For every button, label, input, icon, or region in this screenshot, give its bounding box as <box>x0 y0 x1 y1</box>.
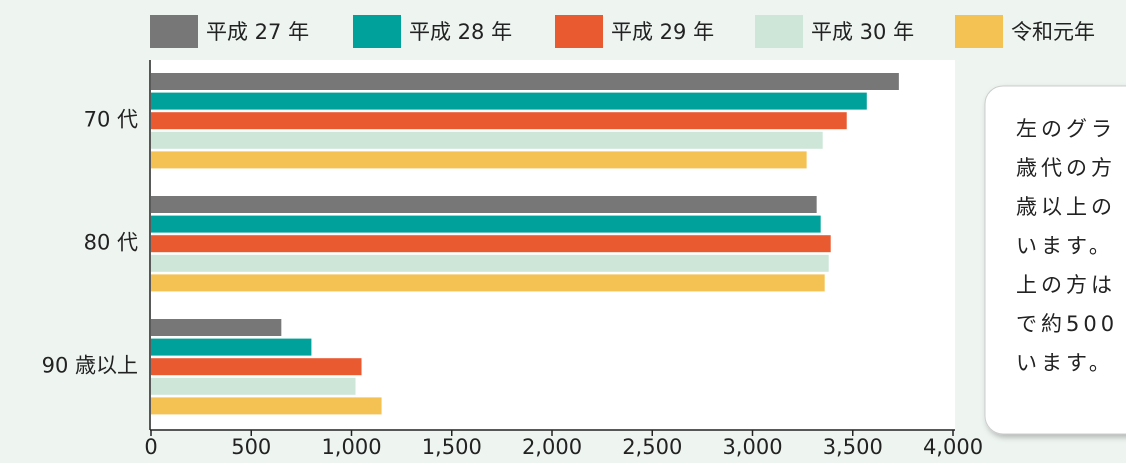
bar <box>151 131 823 149</box>
x-tick-label: 2,000 <box>522 435 582 459</box>
legend-swatch <box>555 15 603 48</box>
y-tick-label: 80 代 <box>84 231 138 255</box>
note-line: います。 <box>1016 234 1114 258</box>
bar <box>151 112 847 130</box>
legend-label: 平成 29 年 <box>611 20 714 44</box>
note-line: 上の方は <box>1016 273 1116 297</box>
y-tick-label: 90 歳以上 <box>42 354 138 378</box>
bar <box>151 319 282 336</box>
x-tick-label: 3,000 <box>722 435 782 459</box>
bar <box>151 215 821 233</box>
legend-swatch <box>353 15 401 48</box>
note-line: 左のグラ <box>1016 117 1116 141</box>
legend-swatch <box>150 15 198 48</box>
x-tick-label: 3,500 <box>823 435 883 459</box>
y-tick-label: 70 代 <box>84 108 138 132</box>
bar <box>151 397 382 415</box>
x-tick-label: 1,500 <box>422 435 482 459</box>
bar <box>151 73 899 90</box>
bar <box>151 254 829 272</box>
legend-label: 平成 30 年 <box>811 20 914 44</box>
note-line: 歳代の方 <box>1016 156 1116 180</box>
x-tick-label: 500 <box>231 435 271 459</box>
bar <box>151 274 825 292</box>
legend-swatch <box>955 15 1003 48</box>
note-box <box>984 85 1126 435</box>
note-line: います。 <box>1016 351 1114 375</box>
note-line: 歳以上の <box>1016 195 1116 219</box>
legend-label: 平成 27 年 <box>206 20 309 44</box>
legend-label: 平成 28 年 <box>409 20 512 44</box>
bar <box>151 196 817 213</box>
bar <box>151 151 807 169</box>
bar <box>151 377 356 395</box>
note-line: で約500 <box>1016 312 1118 336</box>
x-tick-label: 4,000 <box>923 435 983 459</box>
x-tick-label: 1,000 <box>321 435 381 459</box>
bar <box>151 235 831 253</box>
bar <box>151 92 867 110</box>
x-tick-label: 2,500 <box>622 435 682 459</box>
bar <box>151 338 312 356</box>
legend-swatch <box>755 15 803 48</box>
bar <box>151 358 362 376</box>
legend-label: 令和元年 <box>1011 20 1095 44</box>
x-tick-label: 0 <box>144 435 157 459</box>
